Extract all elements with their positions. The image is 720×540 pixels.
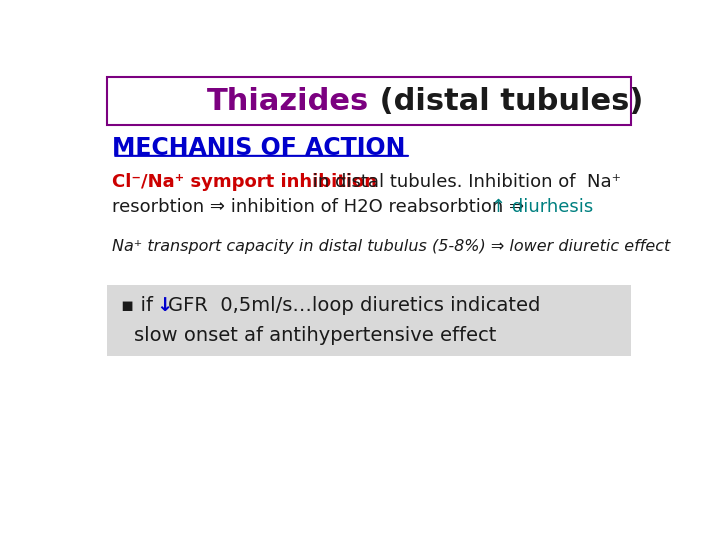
Text: ↓: ↓ — [156, 296, 172, 315]
Text: Cl⁻/Na⁺ symport inhibition: Cl⁻/Na⁺ symport inhibition — [112, 173, 377, 191]
FancyBboxPatch shape — [107, 285, 631, 356]
Text: ↑ diurhesis: ↑ diurhesis — [490, 198, 593, 217]
Text: Thiazides: Thiazides — [207, 87, 369, 116]
Text: resorbtion ⇒ inhibition of H2O reabsorbtion ⇒: resorbtion ⇒ inhibition of H2O reabsorbt… — [112, 198, 530, 217]
Text: GFR  0,5ml/s…loop diuretics indicated: GFR 0,5ml/s…loop diuretics indicated — [168, 296, 541, 315]
Text: (distal tubules): (distal tubules) — [369, 87, 644, 116]
Text: Na⁺ transport capacity in distal tubulus (5-8%) ⇒ lower diuretic effect: Na⁺ transport capacity in distal tubulus… — [112, 239, 670, 254]
Text: MECHANIS OF ACTION: MECHANIS OF ACTION — [112, 136, 405, 160]
Text: ▪ if: ▪ if — [121, 296, 159, 315]
Text: slow onset af antihypertensive effect: slow onset af antihypertensive effect — [133, 326, 496, 346]
FancyBboxPatch shape — [107, 77, 631, 125]
Text: in distal tubules. Inhibition of  Na⁺: in distal tubules. Inhibition of Na⁺ — [307, 173, 621, 191]
